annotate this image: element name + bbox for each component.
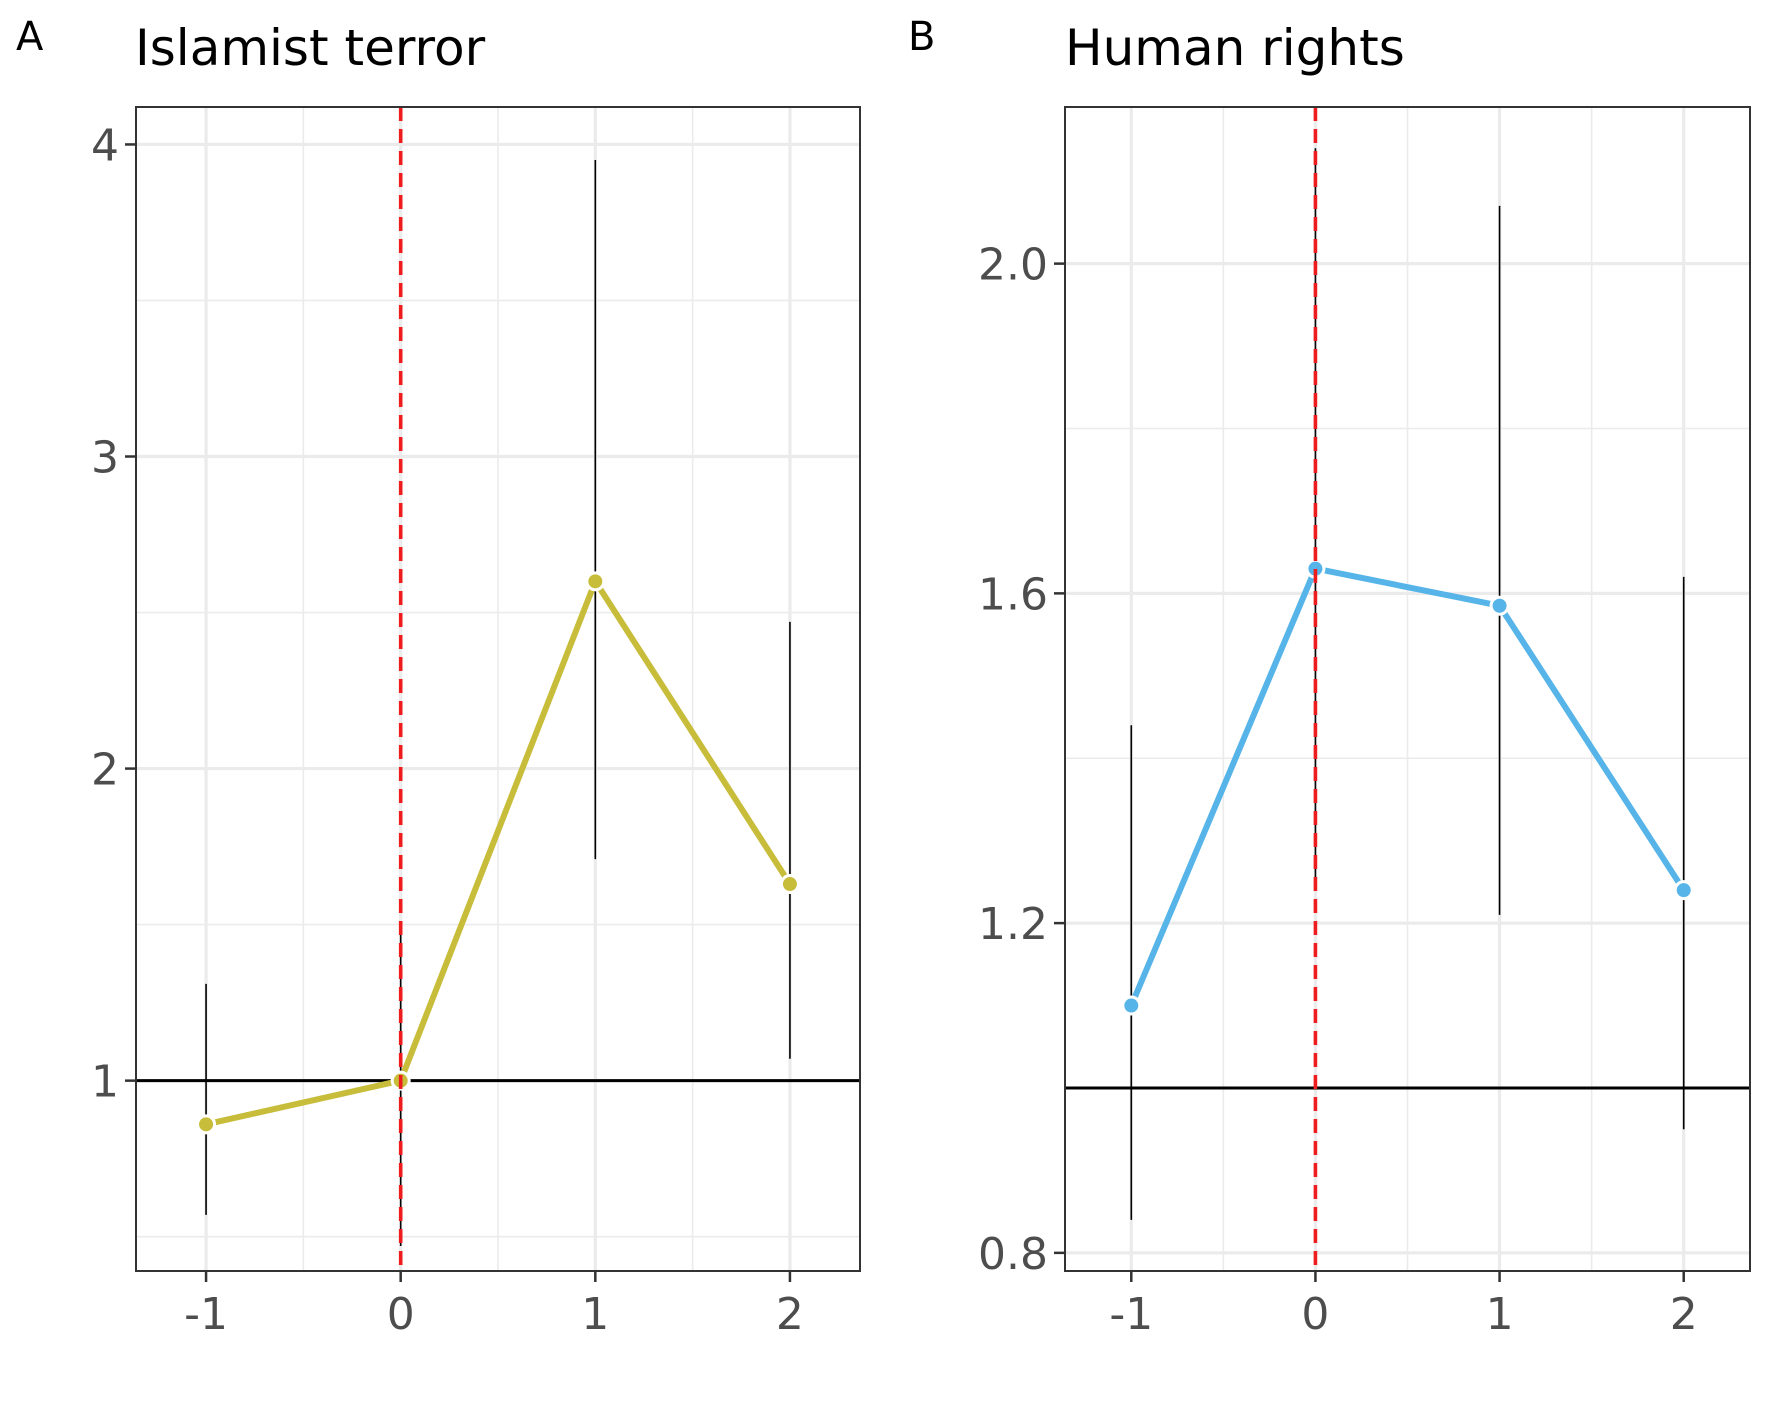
- panel-a-data-point: [196, 1114, 217, 1135]
- panel-a: A Islamist terror 1 2 3 4 -1 0 1 2: [16, 14, 861, 1340]
- panel-a-tag: A: [16, 14, 44, 60]
- panel-b-x-tick-label: 0: [1301, 1289, 1329, 1340]
- panel-a-title: Islamist terror: [135, 19, 486, 77]
- panel-a-x-tick-label: 0: [387, 1289, 415, 1340]
- panel-a-data-point: [779, 874, 800, 895]
- panel-a-border: [135, 106, 861, 1272]
- panel-b-x-tick-label: 2: [1670, 1289, 1698, 1340]
- panel-a-y-tick-label: 3: [91, 433, 119, 484]
- panel-a-x-tick-label: -1: [184, 1289, 228, 1340]
- panel-b-y-tick-label: 0.8: [978, 1229, 1048, 1280]
- panel-b-tag: B: [908, 14, 935, 60]
- panel-b-x-tick-label: 1: [1486, 1289, 1514, 1340]
- panel-b-y-tick-label: 1.2: [978, 899, 1048, 950]
- panel-a-y-tick-label: 2: [91, 745, 119, 796]
- panel-a-y-tick-label: 1: [91, 1057, 119, 1108]
- panel-b-y-tick-label: 1.6: [978, 569, 1048, 620]
- panel-b-border: [1064, 106, 1751, 1272]
- panel-a-series-line: [203, 578, 793, 1128]
- panel-b-title: Human rights: [1065, 19, 1405, 77]
- panel-a-x-tick-label: 2: [776, 1289, 804, 1340]
- panel-b-series-line: [1128, 565, 1687, 1009]
- panel-a-data-point: [585, 571, 606, 592]
- panel-b-data-point: [1673, 880, 1694, 901]
- panel-a-x-tick-label: 1: [581, 1289, 609, 1340]
- panel-b-data-point: [1121, 995, 1142, 1016]
- panel-b: B Human rights 0.8 1.2 1.6 2.0 -1 0 1 2: [908, 14, 1751, 1340]
- panel-a-y-tick-label: 4: [91, 120, 119, 171]
- panel-b-y-tick-label: 2.0: [978, 240, 1048, 291]
- panel-b-x-tick-label: -1: [1109, 1289, 1153, 1340]
- panel-b-data-point: [1489, 595, 1510, 616]
